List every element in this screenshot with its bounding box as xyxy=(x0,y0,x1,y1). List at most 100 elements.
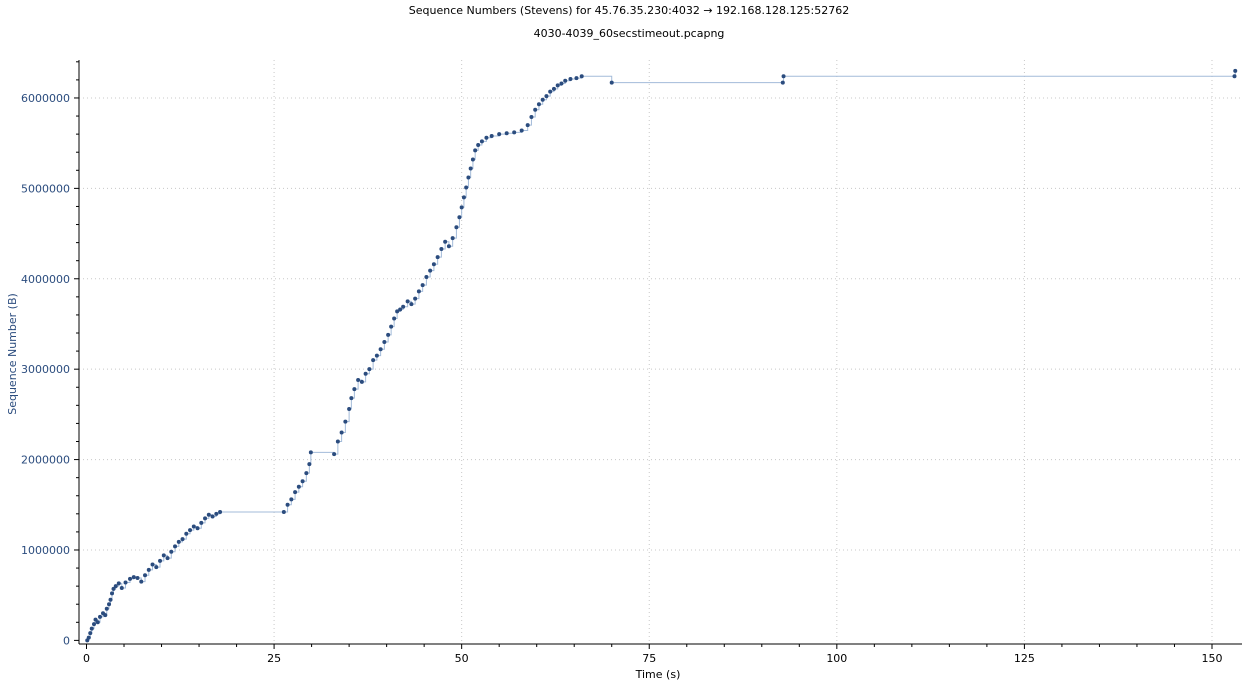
data-point xyxy=(335,439,340,444)
x-tick-label: 100 xyxy=(826,652,847,665)
data-point xyxy=(123,580,128,585)
data-point xyxy=(468,166,473,171)
data-point xyxy=(443,239,448,244)
data-point xyxy=(484,135,489,140)
data-point xyxy=(210,514,215,519)
data-point xyxy=(289,497,294,502)
data-point xyxy=(392,316,397,321)
data-point xyxy=(413,296,418,301)
data-point xyxy=(146,567,151,572)
data-point xyxy=(457,215,462,220)
y-tick-label: 4000000 xyxy=(21,273,70,286)
data-point xyxy=(143,573,148,578)
data-point xyxy=(551,86,556,91)
data-point xyxy=(371,358,376,363)
data-point xyxy=(568,76,573,81)
data-point xyxy=(529,114,534,119)
chart-subtitle: 4030-4039_60secstimeout.pcapng xyxy=(534,27,725,40)
data-point xyxy=(158,558,163,563)
data-point xyxy=(307,462,312,467)
x-tick-label: 150 xyxy=(1201,652,1222,665)
data-point xyxy=(332,452,337,457)
data-point xyxy=(103,613,108,618)
data-point xyxy=(191,524,196,529)
data-point xyxy=(497,132,502,137)
data-point xyxy=(89,626,94,631)
data-point xyxy=(203,516,208,521)
data-point xyxy=(454,225,459,230)
data-point xyxy=(780,80,785,85)
data-point xyxy=(378,347,383,352)
data-point xyxy=(98,614,103,619)
data-point xyxy=(424,274,429,279)
y-tick-label: 6000000 xyxy=(21,92,70,105)
data-point xyxy=(464,185,469,190)
data-point xyxy=(169,549,174,554)
data-point xyxy=(382,340,387,345)
data-point xyxy=(544,94,549,99)
data-point xyxy=(367,367,372,372)
chart-title: Sequence Numbers (Stevens) for 45.76.35.… xyxy=(409,4,849,17)
data-point xyxy=(450,236,455,241)
data-point xyxy=(113,584,118,589)
y-tick-label: 1000000 xyxy=(21,544,70,557)
data-point xyxy=(363,371,368,376)
data-point xyxy=(339,430,344,435)
data-point xyxy=(86,635,91,640)
x-tick-label: 25 xyxy=(267,652,281,665)
data-point xyxy=(218,510,223,515)
data-point xyxy=(1232,74,1237,79)
data-point xyxy=(135,576,140,581)
data-point xyxy=(188,528,193,533)
data-point xyxy=(296,484,301,489)
data-point xyxy=(405,299,410,304)
data-point xyxy=(347,406,352,411)
x-tick-label: 125 xyxy=(1014,652,1035,665)
data-point xyxy=(536,102,541,107)
data-point xyxy=(139,579,144,584)
data-point xyxy=(395,309,400,314)
x-axis-label: Time (s) xyxy=(635,668,681,681)
tick-labels: 0 25 50 75 100 125 150 0 1000000 2000000 3000000 40… xyxy=(21,92,1222,665)
y-tick-label: 5000000 xyxy=(21,182,70,195)
data-point xyxy=(356,378,361,383)
data-point xyxy=(199,520,204,525)
data-point xyxy=(409,302,414,307)
data-point xyxy=(439,246,444,251)
data-point xyxy=(116,581,121,586)
data-point xyxy=(525,123,530,128)
data-point xyxy=(479,139,484,144)
data-point xyxy=(389,324,394,329)
data-point xyxy=(386,332,391,337)
data-point xyxy=(349,396,354,401)
data-point xyxy=(304,471,309,476)
y-axis-label: Sequence Number (B) xyxy=(6,293,19,415)
x-tick-label: 50 xyxy=(455,652,469,665)
y-tick-label: 3000000 xyxy=(21,363,70,376)
data-point xyxy=(285,502,290,507)
data-point xyxy=(420,283,425,288)
data-point xyxy=(165,556,170,561)
data-point xyxy=(293,490,298,495)
y-tick-label: 2000000 xyxy=(21,454,70,467)
data-point xyxy=(470,157,475,162)
data-point xyxy=(555,83,560,88)
data-point xyxy=(374,353,379,358)
data-point xyxy=(281,510,286,515)
data-point xyxy=(214,511,219,516)
grid-lines xyxy=(79,60,1242,644)
data-point xyxy=(119,585,124,590)
data-point xyxy=(519,128,524,133)
data-point xyxy=(93,617,98,622)
x-tick-label: 75 xyxy=(642,652,656,665)
data-point xyxy=(88,631,93,636)
data-point xyxy=(95,620,100,625)
data-point xyxy=(473,148,478,153)
data-point xyxy=(461,195,466,200)
data-point xyxy=(180,537,185,542)
data-point xyxy=(435,255,440,260)
data-point xyxy=(416,289,421,294)
x-tick-label: 0 xyxy=(83,652,90,665)
data-point xyxy=(195,526,200,531)
data-point xyxy=(533,107,538,112)
